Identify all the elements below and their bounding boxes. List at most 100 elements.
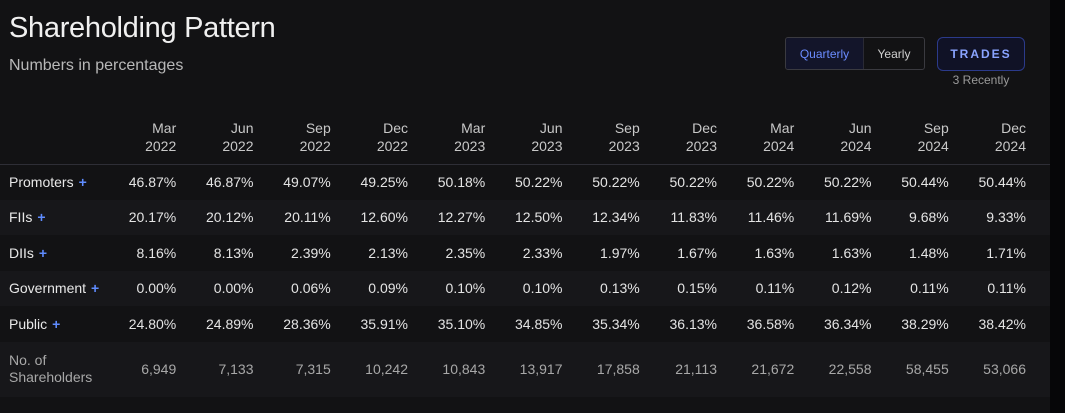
table-cell: 1.71% <box>986 244 1026 261</box>
table-cell: 2.39% <box>291 244 331 261</box>
yearly-toggle-button[interactable]: Yearly <box>877 46 911 61</box>
table-cell: 20.17% <box>123 199 201 235</box>
column-year: 2023 <box>608 137 640 154</box>
table-cell: 50.22% <box>592 174 640 190</box>
row-label-cell[interactable]: DIIs + <box>0 235 123 271</box>
table-cell: 1.67% <box>677 244 717 261</box>
expand-plus-icon[interactable]: + <box>91 280 100 297</box>
column-header: Sep 2023 <box>586 115 664 165</box>
column-month: Dec <box>1001 119 1026 136</box>
column-header: Jun 2022 <box>200 115 278 165</box>
column-month: Dec <box>692 119 717 136</box>
column-month: Mar <box>152 119 177 136</box>
column-year: 2024 <box>840 137 872 154</box>
quarterly-toggle-button[interactable]: Quarterly <box>786 38 864 69</box>
table-cell: 0.00% <box>123 270 201 306</box>
table-cell: 49.25% <box>360 174 408 190</box>
table-cell: 11.69% <box>818 199 896 235</box>
row-label-cell[interactable]: FIIs + <box>0 199 123 235</box>
table-cell: 12.27% <box>432 199 510 235</box>
column-month: Sep <box>305 119 331 136</box>
column-month: Dec <box>383 119 408 136</box>
table-cell: 36.58% <box>746 315 795 332</box>
page-title: Shareholding Pattern <box>9 12 276 44</box>
table-cell: 0.11% <box>895 270 973 306</box>
table-cell: 24.80% <box>128 315 177 332</box>
table-cell: 1.63% <box>831 244 872 261</box>
column-year: 2023 <box>454 137 486 154</box>
column-year: 2022 <box>145 137 177 154</box>
table-cell: 0.11% <box>972 270 1050 306</box>
table-row: Public + 24.80% 24.89% 28.36% 35.91% 35.10% 34.… <box>0 306 1050 342</box>
column-year: 2022 <box>299 137 331 154</box>
table-cell: 11.46% <box>741 199 819 235</box>
table-cell: 46.87% <box>206 174 254 190</box>
table-cell: 20.11% <box>277 199 355 235</box>
shareholders-cell: 21,113 <box>663 341 741 397</box>
column-header: Dec 2024 <box>972 115 1050 165</box>
row-label: Promoters <box>9 174 74 190</box>
table-cell: 0.13% <box>586 270 664 306</box>
column-month: Jun <box>230 119 254 136</box>
column-month: Mar <box>770 119 795 136</box>
table-cell: 50.22% <box>669 174 717 190</box>
expand-plus-icon[interactable]: + <box>38 244 48 261</box>
trades-button[interactable]: TRADES <box>937 37 1025 71</box>
table-cell: 24.89% <box>206 315 254 332</box>
shareholders-label-cell: No. of Shareholders <box>0 341 123 397</box>
column-header: Mar 2024 <box>741 115 819 165</box>
column-header: Mar 2023 <box>432 115 510 165</box>
column-header: Dec 2022 <box>354 115 432 165</box>
table-cell: 46.87% <box>128 174 177 190</box>
table-cell: 35.34% <box>592 315 640 332</box>
column-year: 2023 <box>531 137 563 154</box>
table-cell: 35.10% <box>437 315 486 332</box>
shareholders-cell: 10,242 <box>354 341 432 397</box>
shareholders-cell: 7,133 <box>200 341 278 397</box>
column-header: Mar 2022 <box>123 115 201 165</box>
table-cell: 1.63% <box>754 244 795 261</box>
shareholders-cell: 17,858 <box>586 341 664 397</box>
table-cell: 1.48% <box>909 244 949 261</box>
column-header: Jun 2024 <box>818 115 896 165</box>
shareholders-cell: 6,949 <box>123 341 201 397</box>
page-subtitle: Numbers in percentages <box>9 57 184 74</box>
table-cell: 36.34% <box>824 315 872 332</box>
table-cell: 0.10% <box>509 270 587 306</box>
page-edge <box>1050 0 1065 413</box>
row-label: FIIs <box>9 209 33 226</box>
table-cell: 38.29% <box>901 315 949 332</box>
shareholders-row: No. of Shareholders 6,949 7,133 7,315 10,242 1… <box>0 341 1050 397</box>
column-year: 2024 <box>763 137 795 154</box>
row-label: Government <box>9 280 87 297</box>
table-cell: 50.44% <box>978 174 1026 190</box>
table-cell: 28.36% <box>283 315 331 332</box>
table-row: Government +0.00% 0.00% 0.06% 0.09% 0.10% 0.10… <box>0 270 1050 306</box>
table-cell: 8.16% <box>136 244 177 261</box>
column-year: 2023 <box>685 137 717 154</box>
table-cell: 2.33% <box>522 244 563 261</box>
table-cell: 0.10% <box>432 270 510 306</box>
table-cell: 0.12% <box>818 270 896 306</box>
table-cell: 0.06% <box>277 270 355 306</box>
table-cell: 35.91% <box>360 315 408 332</box>
table-cell: 50.22% <box>515 174 563 190</box>
row-label-cell[interactable]: Government + <box>0 270 123 306</box>
column-header: Sep 2022 <box>277 115 355 165</box>
shareholding-table: Mar 2022 Jun 2022 Sep 2022 Dec 2022 Mar 2023 Jun 20… <box>0 115 1050 397</box>
expand-plus-icon[interactable]: + <box>37 209 46 226</box>
table-cell: 2.13% <box>368 244 408 261</box>
column-header: Sep 2024 <box>895 115 973 165</box>
header-label-cell <box>0 115 123 165</box>
row-label: DIIs <box>9 244 34 261</box>
expand-plus-icon[interactable]: + <box>52 315 61 332</box>
row-label-cell[interactable]: Promoters + <box>0 164 123 200</box>
table-cell: 34.85% <box>515 315 563 332</box>
table-cell: 2.35% <box>445 244 486 261</box>
row-label-cell[interactable]: Public + <box>0 306 123 342</box>
table-cell: 12.50% <box>509 199 587 235</box>
table-cell: 50.22% <box>746 174 795 190</box>
expand-plus-icon[interactable]: + <box>78 174 87 190</box>
table-cell: 49.07% <box>283 174 331 190</box>
